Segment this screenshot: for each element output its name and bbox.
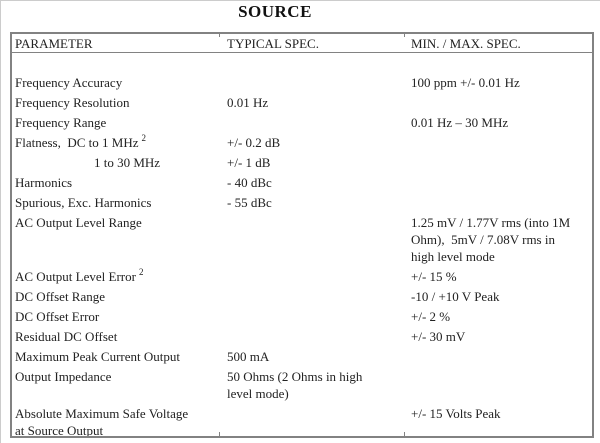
typical-spec-value: 500 mA	[227, 349, 270, 364]
typical-spec-value: +/- 1 dB	[227, 155, 271, 170]
column-header-min-max-spec: MIN. / MAX. SPEC.	[411, 36, 521, 51]
footnote-superscript: 2	[141, 132, 147, 143]
table-row: AC Output Level Error 2 +/- 15 %	[12, 266, 592, 285]
parameter-name: Frequency Accuracy	[15, 75, 123, 90]
page-title: SOURCE	[238, 2, 312, 21]
table-header-row: PARAMETER TYPICAL SPEC. MIN. / MAX. SPEC…	[12, 34, 592, 53]
min-max-spec-value: 0.01 Hz – 30 MHz	[411, 115, 509, 130]
parameter-name: 1 to 30 MHz	[94, 155, 161, 170]
table-row: Frequency Range 0.01 Hz – 30 MHz	[12, 114, 592, 131]
table-row: DC Offset Error +/- 2 %	[12, 308, 592, 325]
parameter-name: Residual DC Offset	[15, 329, 118, 344]
typical-spec-value: - 40 dBc	[227, 175, 272, 190]
table-row: Flatness, DC to 1 MHz 2 +/- 0.2 dB	[12, 132, 592, 151]
parameter-cell: Harmonics	[12, 174, 219, 191]
parameter-cell: DC Offset Error	[12, 308, 219, 325]
table-row: Harmonics - 40 dBc	[12, 174, 592, 191]
table-row: Output Impedance 50 Ohms (2 Ohms in high…	[12, 368, 592, 402]
table-row: Spurious, Exc. Harmonics - 55 dBc	[12, 194, 592, 211]
min-max-spec-value: +/- 15 %	[411, 269, 457, 284]
parameter-name: Frequency Range	[15, 115, 107, 130]
typical-spec-value	[219, 268, 404, 285]
parameter-cell: Frequency Resolution	[12, 94, 219, 111]
table-row: DC Offset Range -10 / +10 V Peak	[12, 288, 592, 305]
typical-spec-value	[219, 405, 404, 436]
min-max-spec-value: +/- 2 %	[411, 309, 451, 324]
typical-spec-value	[219, 288, 404, 305]
parameter-name: Harmonics	[15, 175, 73, 190]
typical-spec-value	[219, 328, 404, 345]
typical-spec-value	[219, 74, 404, 91]
parameter-name: Maximum Peak Current Output	[15, 349, 181, 364]
column-divider-stub	[219, 432, 220, 436]
parameter-cell: Absolute Maximum Safe Voltage at Source …	[12, 405, 219, 438]
parameter-name: AC Output Level Range	[15, 215, 142, 230]
typical-spec-value	[219, 308, 404, 325]
typical-spec-value: +/- 0.2 dB	[227, 135, 281, 150]
parameter-cell: AC Output Level Range	[12, 214, 219, 265]
parameter-name: Flatness, DC to 1 MHz	[15, 135, 139, 150]
table-body: Frequency Accuracy 100 ppm +/- 0.01 Hz F…	[12, 74, 592, 438]
min-max-spec-value: +/- 30 mV	[411, 329, 466, 344]
column-header-parameter: PARAMETER	[15, 36, 93, 51]
column-header-typical-spec: TYPICAL SPEC.	[227, 36, 319, 51]
parameter-name: Absolute Maximum Safe Voltage at Source …	[15, 406, 189, 438]
column-divider-stub	[404, 432, 405, 436]
parameter-cell: Frequency Range	[12, 114, 219, 131]
table-row: Maximum Peak Current Output 500 mA	[12, 348, 592, 365]
table-row: 1 to 30 MHz +/- 1 dB	[12, 154, 592, 171]
min-max-spec-value	[404, 94, 592, 111]
parameter-name: DC Offset Range	[15, 289, 106, 304]
parameter-cell: Flatness, DC to 1 MHz 2	[12, 132, 219, 151]
min-max-spec-value: -10 / +10 V Peak	[411, 289, 500, 304]
column-divider-stub	[219, 34, 220, 37]
parameter-cell: AC Output Level Error 2	[12, 266, 219, 285]
min-max-spec-value: +/- 15 Volts Peak	[411, 406, 501, 421]
typical-spec-value: 50 Ohms (2 Ohms in high level mode)	[227, 369, 363, 401]
parameter-cell: 1 to 30 MHz	[12, 154, 219, 171]
parameter-name: Spurious, Exc. Harmonics	[15, 195, 152, 210]
parameter-name: DC Offset Error	[15, 309, 100, 324]
min-max-spec-value	[404, 348, 592, 365]
min-max-spec-value	[404, 194, 592, 211]
min-max-spec-value	[404, 368, 592, 402]
source-spec-table: PARAMETER TYPICAL SPEC. MIN. / MAX. SPEC…	[10, 32, 594, 438]
parameter-name: AC Output Level Error	[15, 269, 136, 284]
min-max-spec-value: 1.25 mV / 1.77V rms (into 1M Ohm), 5mV /…	[411, 215, 571, 264]
typical-spec-value	[219, 114, 404, 131]
typical-spec-value: 0.01 Hz	[227, 95, 269, 110]
min-max-spec-value	[404, 174, 592, 191]
parameter-cell: Output Impedance	[12, 368, 219, 402]
min-max-spec-value	[404, 134, 592, 151]
min-max-spec-value	[404, 154, 592, 171]
table-row: Residual DC Offset +/- 30 mV	[12, 328, 592, 345]
column-divider-stub	[404, 34, 405, 37]
footnote-superscript: 2	[138, 266, 144, 277]
table-row: Frequency Accuracy 100 ppm +/- 0.01 Hz	[12, 74, 592, 91]
parameter-cell: Maximum Peak Current Output	[12, 348, 219, 365]
parameter-name: Output Impedance	[15, 369, 112, 384]
typical-spec-value: - 55 dBc	[227, 195, 272, 210]
parameter-cell: Spurious, Exc. Harmonics	[12, 194, 219, 211]
parameter-name: Frequency Resolution	[15, 95, 130, 110]
table-row: Absolute Maximum Safe Voltage at Source …	[12, 405, 592, 438]
table-row: AC Output Level Range 1.25 mV / 1.77V rm…	[12, 214, 592, 265]
table-row: Frequency Resolution 0.01 Hz	[12, 94, 592, 111]
parameter-cell: DC Offset Range	[12, 288, 219, 305]
typical-spec-value	[219, 214, 404, 265]
parameter-cell: Residual DC Offset	[12, 328, 219, 345]
parameter-cell: Frequency Accuracy	[12, 74, 219, 91]
min-max-spec-value: 100 ppm +/- 0.01 Hz	[411, 75, 520, 90]
